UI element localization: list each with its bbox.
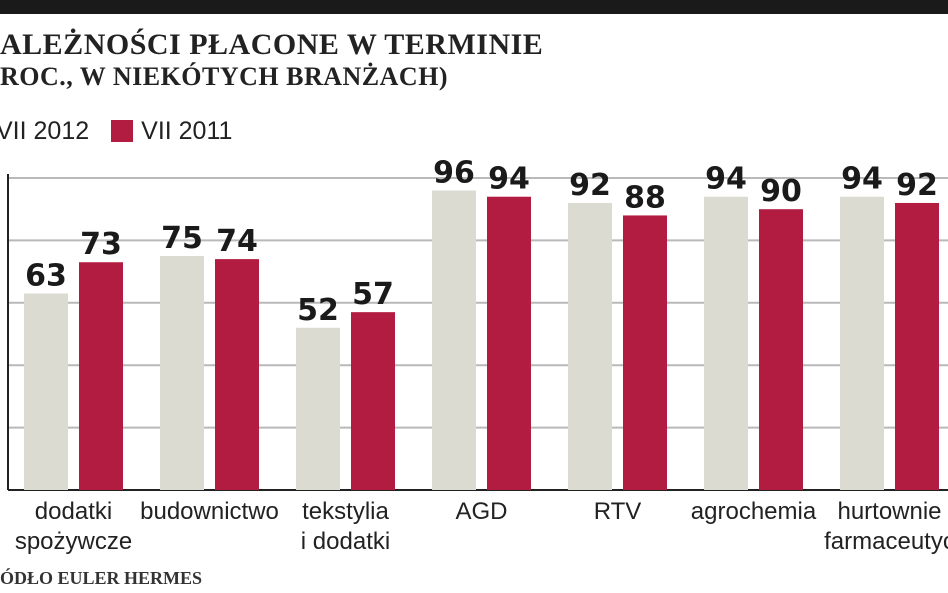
category-label: hurtownie bbox=[837, 498, 941, 525]
bar-2011 bbox=[623, 215, 667, 490]
legend-item-2012: VII 2012 bbox=[0, 117, 89, 146]
category-label: budownictwo bbox=[140, 498, 279, 525]
bar-2012 bbox=[568, 202, 612, 490]
category-label: tekstylia bbox=[302, 498, 389, 525]
chart-subtitle: ROC., W NIEKÓTYCH BRANŻACH) bbox=[0, 62, 449, 91]
bar-2012 bbox=[296, 327, 340, 490]
data-label: 92 bbox=[896, 168, 938, 203]
data-label: 94 bbox=[841, 162, 883, 197]
bar-2012 bbox=[24, 293, 68, 490]
bar-2012 bbox=[704, 196, 748, 490]
data-label: 52 bbox=[297, 293, 339, 328]
category-label: AGD bbox=[455, 498, 507, 525]
bar-2011 bbox=[351, 312, 395, 490]
legend: VII 2012 VII 2011 bbox=[0, 116, 254, 146]
legend-item-2011: VII 2011 bbox=[111, 117, 232, 146]
category-label: farmaceutyc bbox=[824, 528, 948, 555]
top-bar bbox=[0, 0, 948, 14]
bar-2011 bbox=[487, 196, 531, 490]
bar-2011 bbox=[895, 202, 939, 490]
category-label: dodatki bbox=[35, 498, 112, 525]
chart-title: ALEŻNOŚCI PŁACONE W TERMINIE bbox=[0, 28, 544, 61]
bar-2011 bbox=[215, 259, 259, 490]
bar-2012 bbox=[432, 190, 476, 491]
bar-2012 bbox=[160, 256, 204, 490]
data-label: 75 bbox=[161, 221, 203, 256]
legend-swatch bbox=[111, 120, 134, 142]
category-label: agrochemia bbox=[691, 498, 817, 525]
category-label: spożywcze bbox=[15, 528, 132, 555]
data-label: 90 bbox=[760, 174, 802, 209]
data-label: 94 bbox=[705, 162, 747, 197]
bar-2012 bbox=[840, 196, 884, 490]
bar-2011 bbox=[759, 209, 803, 490]
data-label: 96 bbox=[433, 155, 475, 190]
data-label: 57 bbox=[352, 277, 394, 312]
data-label: 73 bbox=[80, 227, 122, 262]
data-label: 63 bbox=[25, 258, 67, 293]
data-label: 94 bbox=[488, 162, 530, 197]
data-label: 74 bbox=[216, 224, 258, 259]
category-label: RTV bbox=[594, 498, 642, 525]
category-label: i dodatki bbox=[301, 528, 390, 555]
source-note: ÓDŁO EULER HERMES bbox=[0, 568, 203, 588]
legend-label: VII 2011 bbox=[141, 116, 233, 145]
bar-2011 bbox=[79, 262, 123, 490]
legend-label: VII 2012 bbox=[0, 116, 90, 145]
data-label: 92 bbox=[569, 168, 611, 203]
data-label: 88 bbox=[624, 180, 666, 215]
